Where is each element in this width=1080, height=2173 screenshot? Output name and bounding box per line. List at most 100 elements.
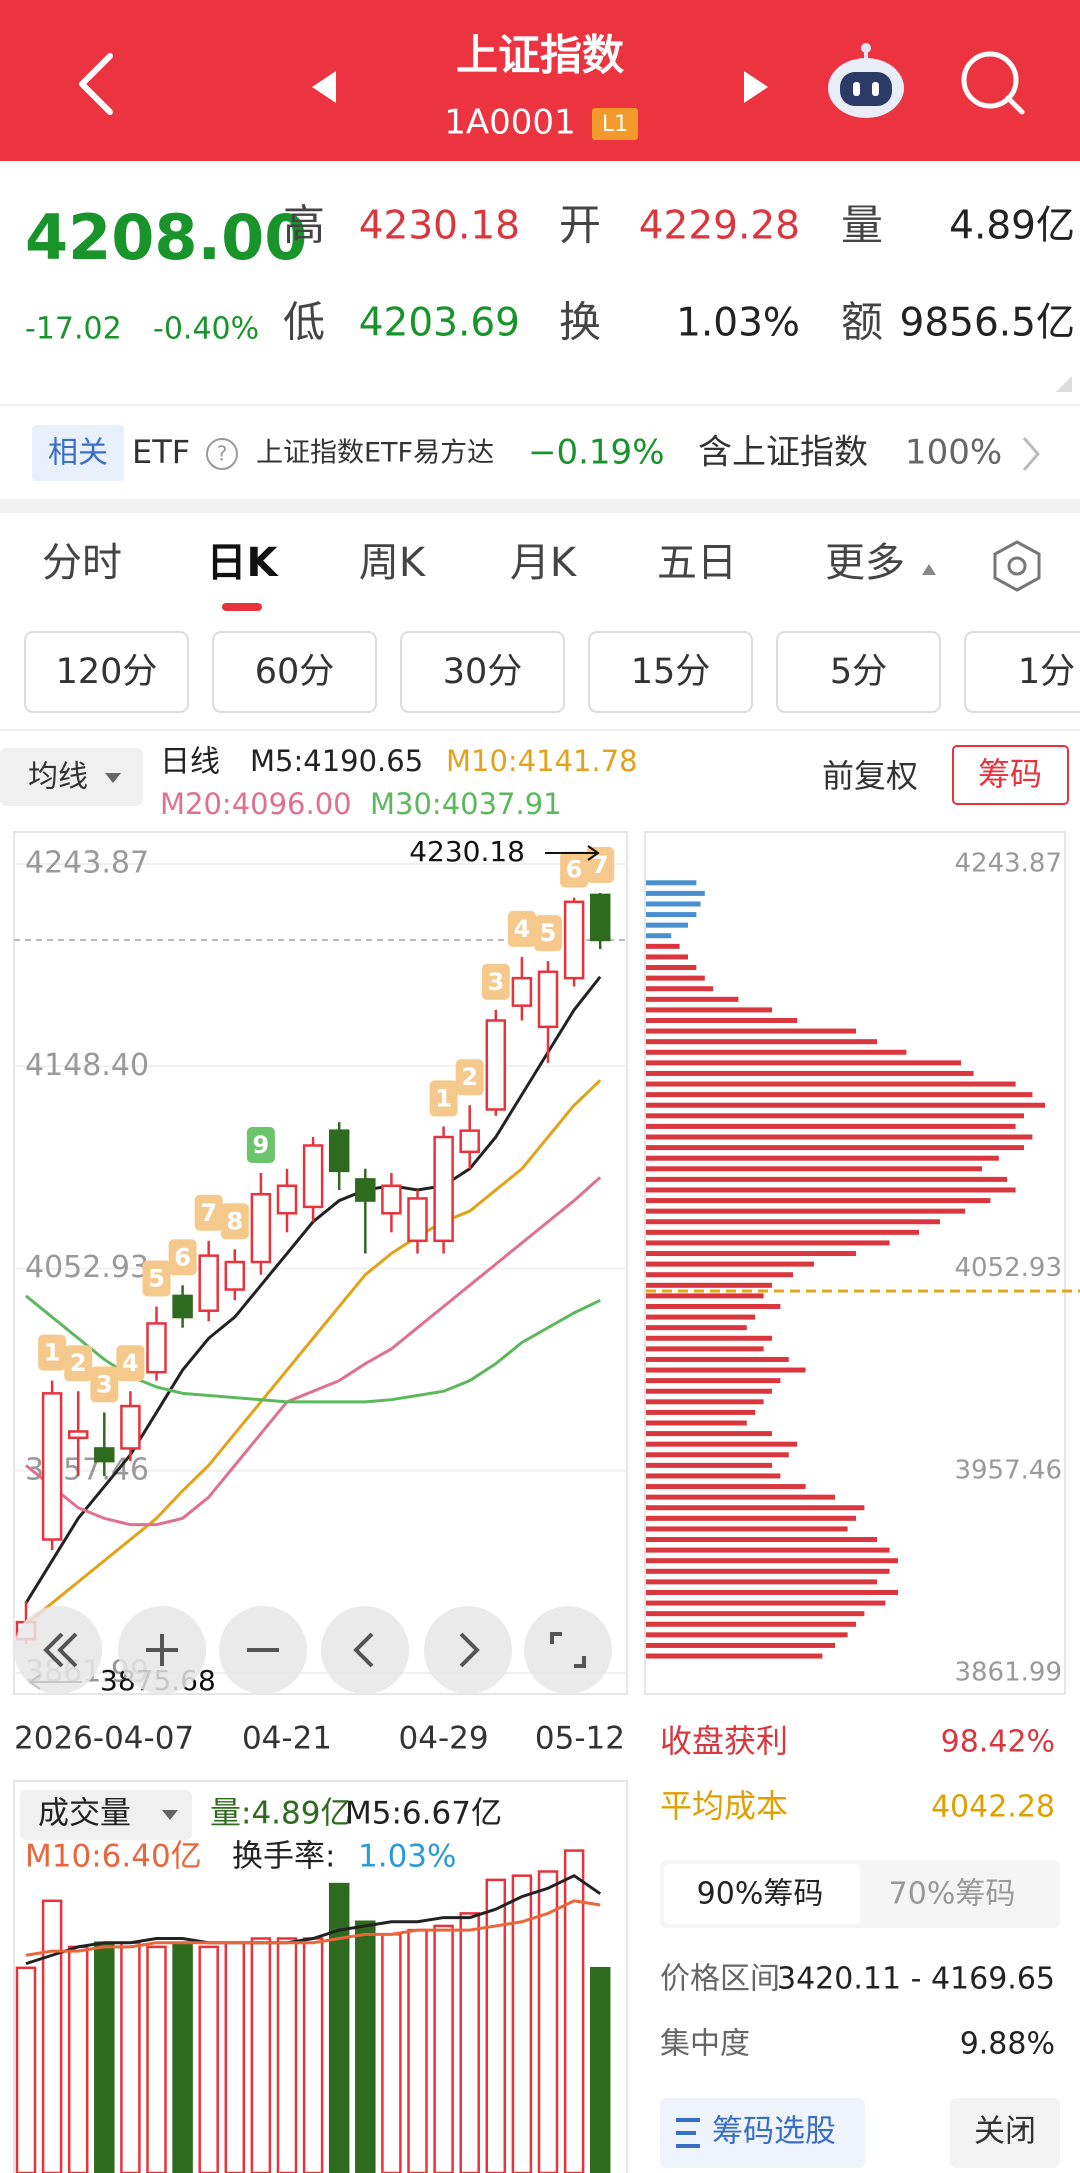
chips-tab[interactable]: 70%筹码 <box>889 1877 1016 1912</box>
candle-body <box>302 1144 324 1209</box>
chip-bar <box>646 1505 865 1511</box>
next-button[interactable] <box>744 71 768 103</box>
chip-bar <box>646 1642 835 1648</box>
chip-bar <box>646 1335 772 1341</box>
chip-bar <box>646 1431 772 1437</box>
concentration-value: 9.88% <box>960 2027 1055 2062</box>
y-tick-label: 4052.93 <box>25 1250 149 1285</box>
chips-tab[interactable]: 90%筹码 <box>697 1877 824 1912</box>
chip-bar <box>646 1293 764 1299</box>
chip-y-label: 4243.87 <box>954 849 1062 879</box>
period-button[interactable] <box>588 631 753 713</box>
etf-name[interactable]: 上证指数ETF易方达 <box>256 438 494 469</box>
sequence-badge-text: 6 <box>174 1243 191 1271</box>
chip-bar <box>646 1632 848 1638</box>
ma-legend: M20:4096.00 <box>160 787 352 821</box>
chip-bar <box>646 1441 798 1447</box>
sequence-badge-text: 2 <box>461 1063 478 1091</box>
x-tick-label: 04-21 <box>242 1721 332 1757</box>
period-button[interactable] <box>212 631 377 713</box>
period-button[interactable] <box>964 631 1080 713</box>
chip-bar <box>646 1017 798 1023</box>
chip-bar <box>646 1388 772 1394</box>
chip-bar <box>646 1007 772 1013</box>
help-icon[interactable] <box>206 438 238 470</box>
chip-bar <box>646 1303 781 1309</box>
tab[interactable]: 更多 <box>825 540 905 586</box>
ma-selector[interactable] <box>0 748 143 806</box>
sequence-badge-text: 6 <box>566 856 583 884</box>
chips-tab-active[interactable] <box>664 1864 860 1924</box>
search-icon[interactable] <box>961 51 1025 115</box>
period-label: 120分 <box>56 652 158 692</box>
candle-body <box>172 1294 193 1319</box>
period-button[interactable] <box>776 631 941 713</box>
tab[interactable]: 日K <box>207 540 280 586</box>
tab[interactable]: 分时 <box>42 540 122 586</box>
candle-body <box>563 900 585 980</box>
fullscreen[interactable] <box>524 1606 612 1694</box>
volume-bar <box>381 1933 402 2173</box>
sequence-badge-text: 1 <box>44 1339 61 1367</box>
scroll-right[interactable] <box>424 1606 512 1694</box>
tab[interactable]: 周K <box>359 540 427 586</box>
turnover-label: 换手率: <box>232 1839 335 1875</box>
chips-button[interactable] <box>952 745 1069 805</box>
chip-y-label: 3957.46 <box>954 1455 1062 1485</box>
adjust-label[interactable]: 前复权 <box>822 757 918 795</box>
quote-value: 9856.5亿 <box>900 301 1075 346</box>
candle-body <box>198 1254 219 1312</box>
zoom-out-far[interactable] <box>14 1606 102 1694</box>
period-label: 1分 <box>1018 652 1075 692</box>
dropdown-arrow <box>162 1810 178 1820</box>
volume-ma-line <box>25 1899 601 1957</box>
chip-bar <box>646 1028 856 1034</box>
period-label: 30分 <box>443 652 523 692</box>
chip-bar <box>646 996 739 1002</box>
chevron[interactable] <box>1022 437 1040 471</box>
sequence-badge <box>246 1127 275 1164</box>
close-button[interactable] <box>950 2098 1060 2168</box>
volume-bar <box>407 1928 428 2173</box>
stock-code: 1A0001 <box>444 103 575 143</box>
avg-cost-value: 4042.28 <box>931 1790 1055 1825</box>
chip-bar <box>646 1547 890 1553</box>
quote-label: 额 <box>841 298 883 347</box>
expand-corner[interactable] <box>1056 376 1072 392</box>
period-button[interactable] <box>24 631 189 713</box>
sequence-badge-text: 4 <box>514 915 531 943</box>
x-tick-label: 05-12 <box>535 1721 625 1757</box>
chip-bar <box>646 1070 974 1076</box>
period-label: 15分 <box>631 652 711 692</box>
candle-body <box>120 1404 141 1450</box>
sequence-badge-text: 7 <box>592 851 609 879</box>
tab-underline <box>222 603 262 611</box>
zoom-out[interactable] <box>219 1606 307 1694</box>
candle-body <box>381 1184 402 1215</box>
chips-screen-button[interactable] <box>660 2098 865 2168</box>
chip-bar <box>646 1187 1016 1193</box>
tab[interactable]: 月K <box>510 540 578 586</box>
volume-bar <box>459 1912 480 2173</box>
prev-button[interactable] <box>312 71 336 103</box>
zoom-in[interactable] <box>118 1606 206 1694</box>
chip-bar <box>646 922 688 928</box>
scroll-left[interactable] <box>321 1606 409 1694</box>
more-arrow[interactable] <box>922 564 936 575</box>
period-button[interactable] <box>400 631 565 713</box>
chip-bar <box>646 1399 764 1405</box>
tab[interactable]: 五日 <box>657 540 737 586</box>
ma-line <box>25 1079 602 1626</box>
chip-bar <box>646 1229 919 1235</box>
quote-label: 量 <box>841 201 883 250</box>
settings-icon[interactable] <box>993 540 1041 592</box>
volume-selector[interactable] <box>20 1790 192 1840</box>
chips-button-text: 筹码 <box>978 755 1042 793</box>
sequence-badge <box>560 851 589 888</box>
chip-bar <box>646 1272 793 1278</box>
assistant-icon[interactable] <box>828 43 904 118</box>
volume-bar <box>511 1874 533 2173</box>
chip-y-label: 4052.93 <box>954 1253 1062 1283</box>
back-button[interactable] <box>79 53 113 115</box>
chip-bar <box>646 1462 772 1468</box>
